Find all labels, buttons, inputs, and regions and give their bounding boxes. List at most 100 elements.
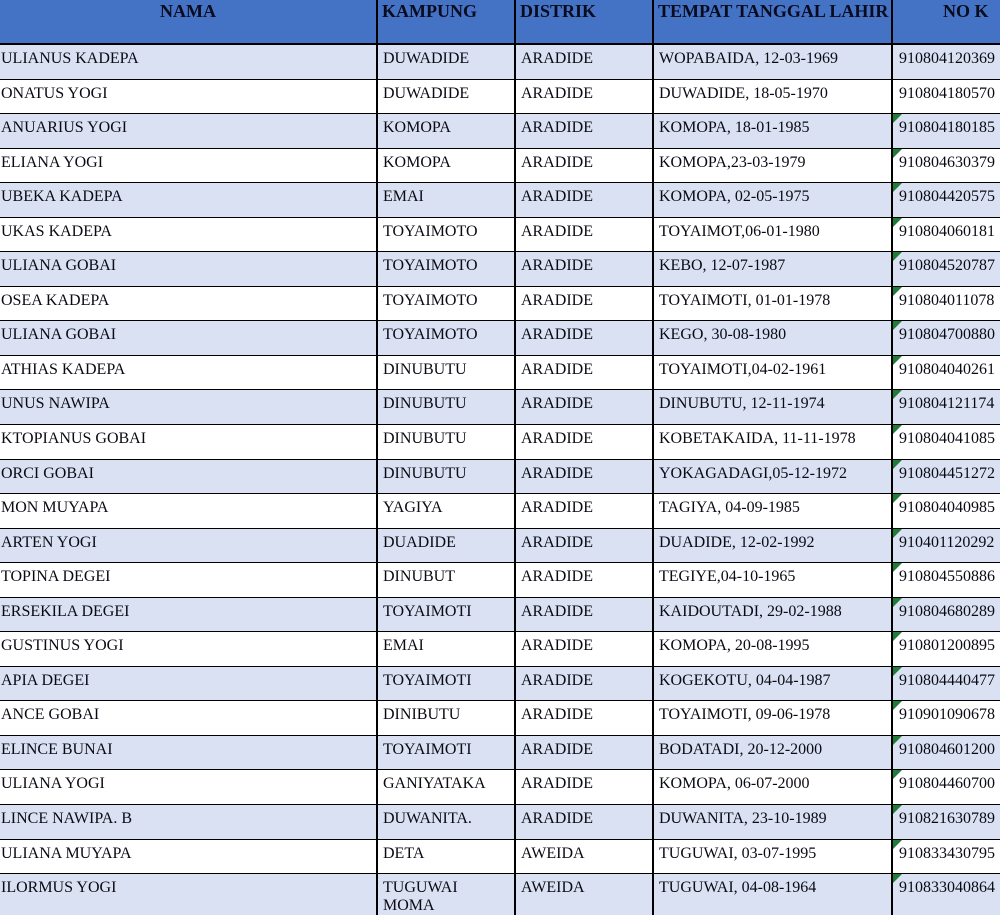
cell-nama[interactable]: APIA DEGEI xyxy=(0,666,378,701)
cell-kampung[interactable]: DUWANITA. xyxy=(378,805,516,839)
cell-distrik[interactable]: ARADIDE xyxy=(516,114,654,148)
cell-nama[interactable]: MON MUYAPA xyxy=(0,494,378,528)
cell-ttl[interactable]: TEGIYE,04-10-1965 xyxy=(654,563,893,597)
cell-nama[interactable]: ANCE GOBAI xyxy=(0,701,378,735)
cell-ttl[interactable]: TOYAIMOT,06-01-1980 xyxy=(654,217,893,252)
header-cell-distrik[interactable]: DISTRIK xyxy=(516,0,654,43)
cell-ttl[interactable]: YOKAGADAGI,05-12-1972 xyxy=(654,459,893,494)
cell-kampung[interactable]: TOYAIMOTO xyxy=(378,217,516,252)
cell-ttl[interactable]: KOMOPA, 20-08-1995 xyxy=(654,632,893,666)
cell-no[interactable]: 910804060181 xyxy=(893,217,1000,252)
cell-nama[interactable]: KTOPIANUS GOBAI xyxy=(0,425,378,459)
cell-nama[interactable]: ONATUS YOGI xyxy=(0,79,378,114)
cell-no[interactable]: 910401120292 xyxy=(893,528,1000,563)
cell-kampung[interactable]: EMAI xyxy=(378,183,516,217)
cell-no[interactable]: 910901090678 xyxy=(893,701,1000,735)
cell-no[interactable]: 910804040985 xyxy=(893,494,1000,528)
cell-distrik[interactable]: ARADIDE xyxy=(516,286,654,321)
cell-nama[interactable]: ULIANA GOBAI xyxy=(0,321,378,355)
cell-kampung[interactable]: TUGUWAI MOMA xyxy=(378,874,516,915)
cell-distrik[interactable]: ARADIDE xyxy=(516,770,654,805)
cell-kampung[interactable]: TOYAIMOTO xyxy=(378,286,516,321)
cell-ttl[interactable]: DUWADIDE, 18-05-1970 xyxy=(654,79,893,114)
cell-ttl[interactable]: TOYAIMOTI, 09-06-1978 xyxy=(654,701,893,735)
cell-distrik[interactable]: ARADIDE xyxy=(516,425,654,459)
cell-nama[interactable]: ELIANA YOGI xyxy=(0,148,378,183)
cell-distrik[interactable]: ARADIDE xyxy=(516,701,654,735)
cell-no[interactable]: 910804680289 xyxy=(893,597,1000,632)
cell-distrik[interactable]: ARADIDE xyxy=(516,355,654,390)
cell-distrik[interactable]: ARADIDE xyxy=(516,597,654,632)
cell-no[interactable]: 910804011078 xyxy=(893,286,1000,321)
cell-nama[interactable]: UNUS NAWIPA xyxy=(0,390,378,425)
cell-ttl[interactable]: BODATADI, 20-12-2000 xyxy=(654,735,893,770)
cell-no[interactable]: 910804121174 xyxy=(893,390,1000,424)
cell-kampung[interactable]: TOYAIMOTI xyxy=(378,666,516,701)
cell-nama[interactable]: ULIANA GOBAI xyxy=(0,252,378,286)
cell-distrik[interactable]: ARADIDE xyxy=(516,252,654,286)
cell-kampung[interactable]: DINUBUTU xyxy=(378,425,516,459)
cell-no[interactable]: 910804420575 xyxy=(893,183,1000,217)
cell-kampung[interactable]: GANIYATAKA xyxy=(378,770,516,805)
cell-ttl[interactable]: KOMOPA, 02-05-1975 xyxy=(654,183,893,217)
cell-nama[interactable]: OSEA KADEPA xyxy=(0,286,378,321)
cell-distrik[interactable]: ARADIDE xyxy=(516,217,654,252)
cell-no[interactable]: 910801200895 xyxy=(893,632,1000,666)
cell-nama[interactable]: GUSTINUS YOGI xyxy=(0,632,378,666)
cell-kampung[interactable]: TOYAIMOTO xyxy=(378,252,516,286)
cell-kampung[interactable]: DINIBUTU xyxy=(378,701,516,735)
cell-no[interactable]: 910804041085 xyxy=(893,425,1000,459)
cell-distrik[interactable]: ARADIDE xyxy=(516,494,654,528)
cell-ttl[interactable]: KOMOPA, 06-07-2000 xyxy=(654,770,893,805)
cell-no[interactable]: 910804460700 xyxy=(893,770,1000,804)
cell-nama[interactable]: ULIANA YOGI xyxy=(0,770,378,805)
cell-no[interactable]: 910833430795 xyxy=(893,839,1000,874)
cell-distrik[interactable]: AWEIDA xyxy=(516,839,654,874)
cell-no[interactable]: 910804440477 xyxy=(893,666,1000,701)
cell-kampung[interactable]: DINUBUTU xyxy=(378,459,516,494)
cell-distrik[interactable]: ARADIDE xyxy=(516,528,654,563)
cell-nama[interactable]: ERSEKILA DEGEI xyxy=(0,597,378,632)
cell-ttl[interactable]: KOGEKOTU, 04-04-1987 xyxy=(654,666,893,701)
cell-distrik[interactable]: ARADIDE xyxy=(516,805,654,839)
cell-ttl[interactable]: TOYAIMOTI, 01-01-1978 xyxy=(654,286,893,321)
cell-no[interactable]: 910804040261 xyxy=(893,355,1000,390)
cell-distrik[interactable]: ARADIDE xyxy=(516,459,654,494)
header-cell-no-k[interactable]: NO K xyxy=(893,0,1000,43)
cell-nama[interactable]: ELINCE BUNAI xyxy=(0,735,378,770)
cell-distrik[interactable]: ARADIDE xyxy=(516,563,654,597)
cell-kampung[interactable]: DUWADIDE xyxy=(378,79,516,114)
cell-ttl[interactable]: KOMOPA, 18-01-1985 xyxy=(654,114,893,148)
cell-ttl[interactable]: KAIDOUTADI, 29-02-1988 xyxy=(654,597,893,632)
cell-no[interactable]: 910804700880 xyxy=(893,321,1000,355)
cell-kampung[interactable]: DINUBUTU xyxy=(378,390,516,425)
cell-distrik[interactable]: ARADIDE xyxy=(516,632,654,666)
cell-nama[interactable]: ILORMUS YOGI xyxy=(0,874,378,915)
cell-kampung[interactable]: EMAI xyxy=(378,632,516,666)
cell-distrik[interactable]: ARADIDE xyxy=(516,45,654,79)
cell-nama[interactable]: TOPINA DEGEI xyxy=(0,563,378,597)
cell-ttl[interactable]: TAGIYA, 04-09-1985 xyxy=(654,494,893,528)
cell-ttl[interactable]: DUADIDE, 12-02-1992 xyxy=(654,528,893,563)
cell-nama[interactable]: ARTEN YOGI xyxy=(0,528,378,563)
cell-no[interactable]: 910804630379 xyxy=(893,148,1000,183)
cell-no[interactable]: 910804520787 xyxy=(893,252,1000,286)
cell-distrik[interactable]: ARADIDE xyxy=(516,183,654,217)
cell-nama[interactable]: ULIANUS KADEPA xyxy=(0,45,378,79)
cell-nama[interactable]: ORCI GOBAI xyxy=(0,459,378,494)
cell-kampung[interactable]: KOMOPA xyxy=(378,148,516,183)
cell-kampung[interactable]: TOYAIMOTI xyxy=(378,735,516,770)
header-cell-tempat-tanggal-lahir[interactable]: TEMPAT TANGGAL LAHIR xyxy=(654,0,893,43)
cell-no[interactable]: 910804180185 xyxy=(893,114,1000,148)
cell-no[interactable]: 910804120369 xyxy=(893,45,1000,79)
cell-nama[interactable]: UKAS KADEPA xyxy=(0,217,378,252)
cell-kampung[interactable]: DUWADIDE xyxy=(378,45,516,79)
cell-distrik[interactable]: ARADIDE xyxy=(516,148,654,183)
cell-no[interactable]: 910804180570 xyxy=(893,80,1000,114)
cell-nama[interactable]: ULIANA MUYAPA xyxy=(0,839,378,874)
cell-distrik[interactable]: ARADIDE xyxy=(516,666,654,701)
cell-ttl[interactable]: TUGUWAI, 03-07-1995 xyxy=(654,839,893,874)
cell-nama[interactable]: ANUARIUS YOGI xyxy=(0,114,378,148)
cell-ttl[interactable]: DINUBUTU, 12-11-1974 xyxy=(654,390,893,425)
cell-kampung[interactable]: YAGIYA xyxy=(378,494,516,528)
